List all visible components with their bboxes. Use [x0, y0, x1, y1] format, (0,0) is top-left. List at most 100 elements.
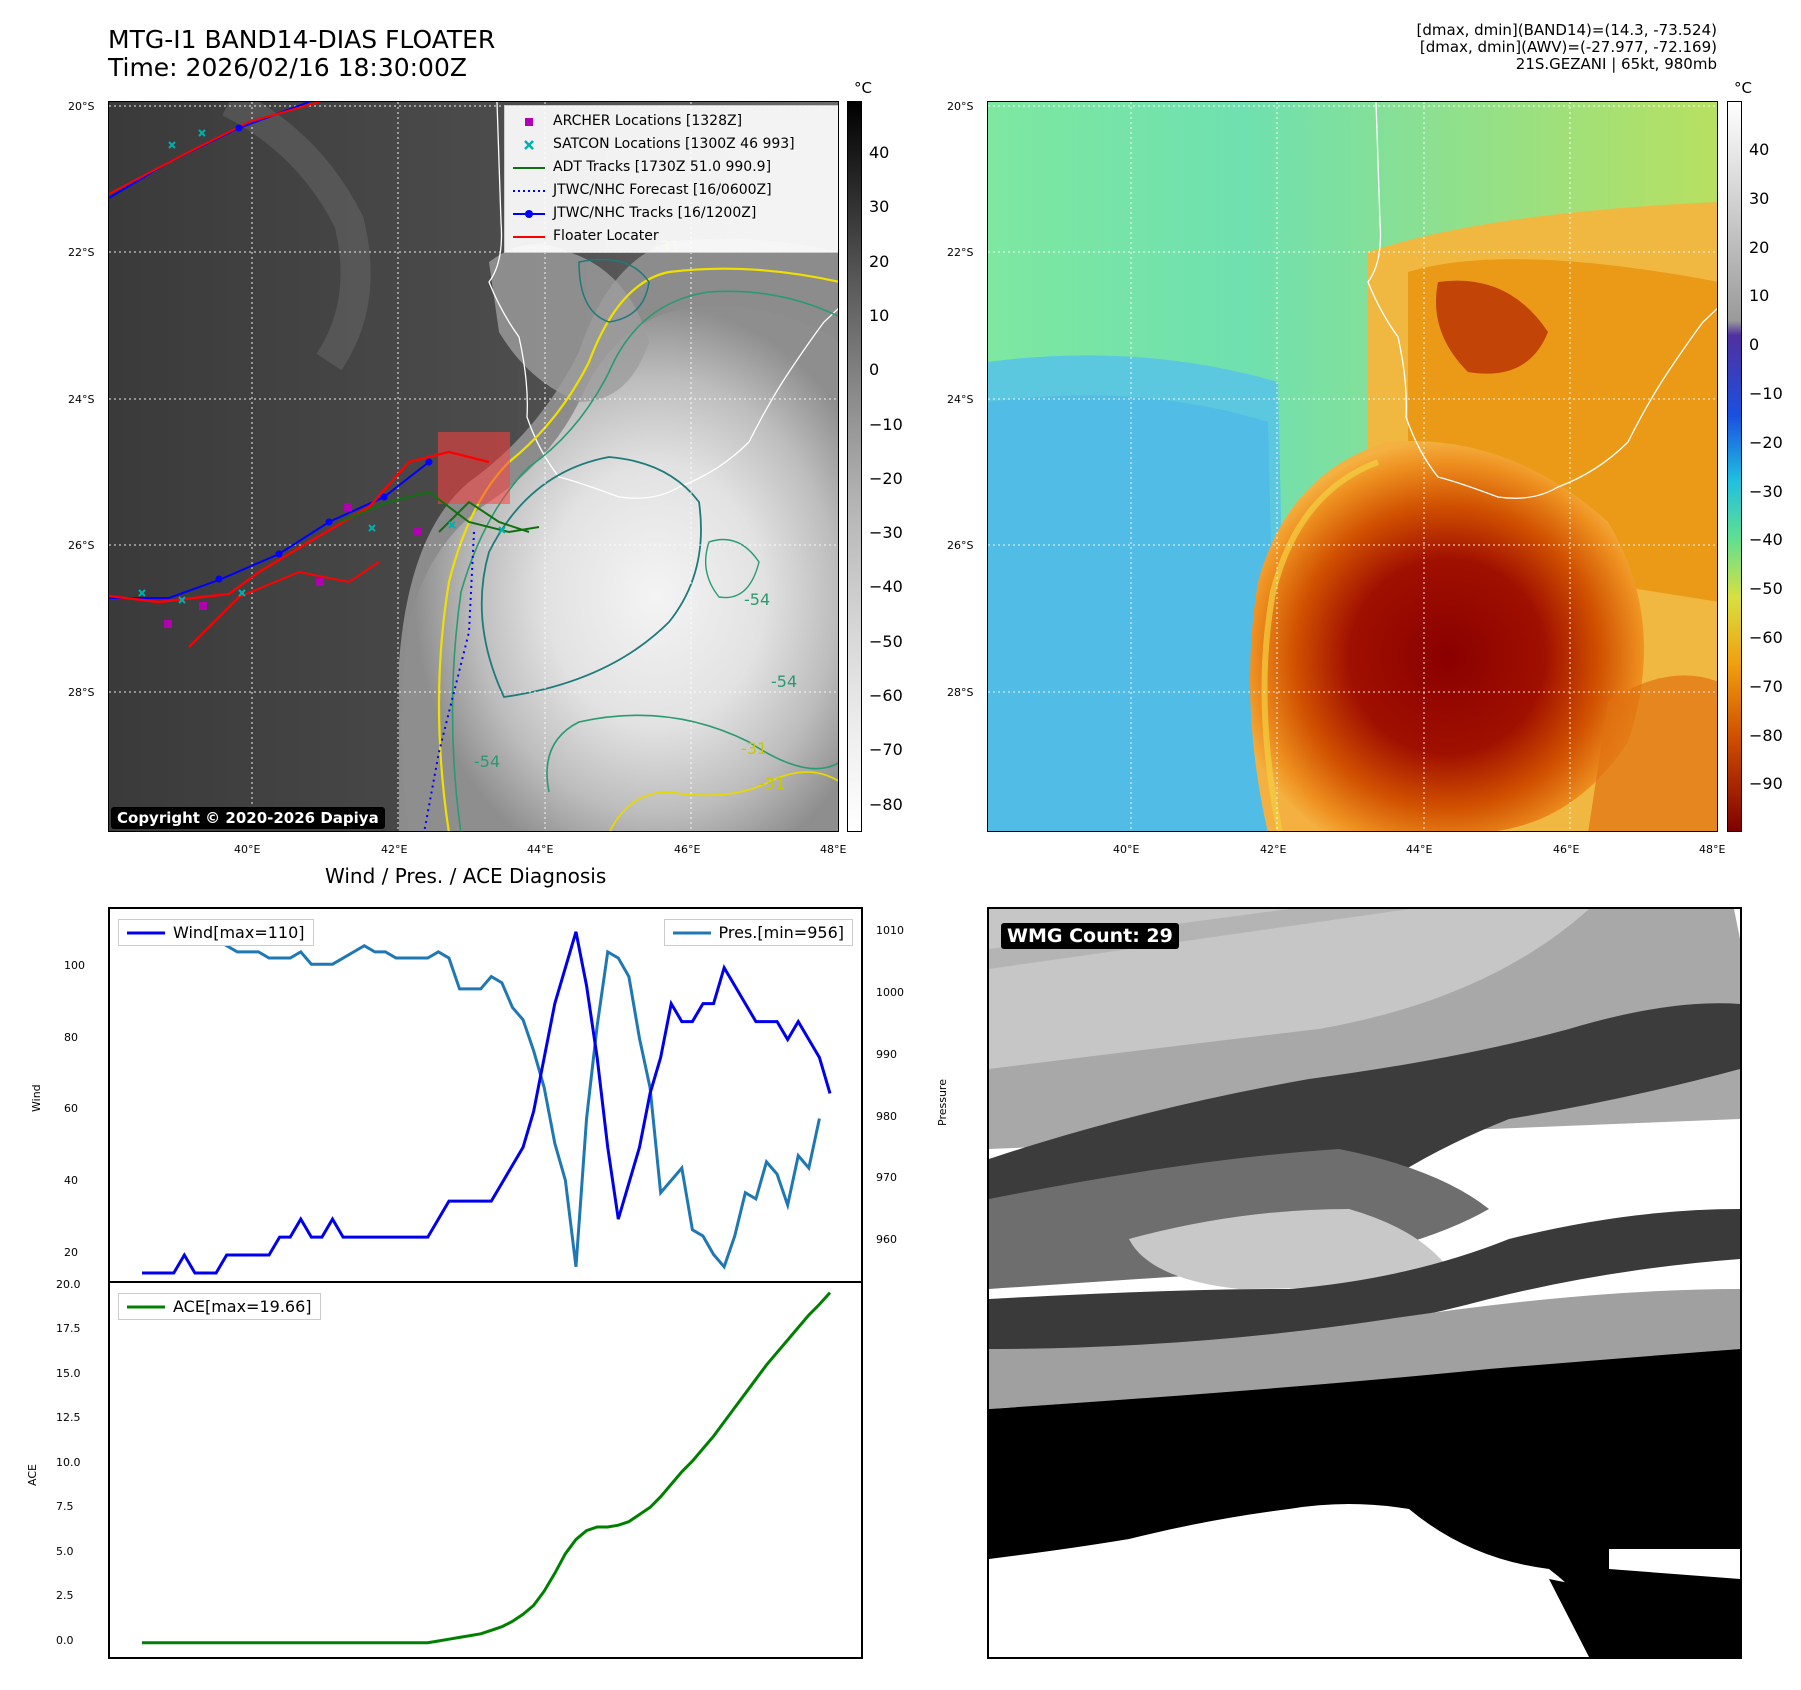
- wind-pressure-panel: Wind[max=110] Pres.[min=956]: [108, 907, 863, 1283]
- lat-label: 24°S: [68, 393, 95, 406]
- ir-map-panel: -31 -54 -54 -31 -54 -31 ARCHER Locations…: [108, 101, 839, 832]
- contour-label: -31: [741, 739, 768, 758]
- cbar-tick-label: −80: [869, 794, 903, 814]
- cbar-tick-label: −70: [869, 740, 903, 760]
- lat-label: 20°S: [947, 100, 974, 113]
- ace-tick-label: 7.5: [56, 1500, 74, 1514]
- cbar-tick-label: 10: [1749, 286, 1770, 306]
- cbar-tick-label: −30: [1749, 481, 1783, 501]
- ace-tick-label: 15.0: [56, 1366, 81, 1380]
- lat-label: 26°S: [947, 539, 974, 552]
- cbar-tick-label: −60: [869, 686, 903, 705]
- legend-item-forecast: JTWC/NHC Forecast [16/0600Z]: [513, 182, 772, 198]
- pressure-tick-label: 990: [876, 1047, 897, 1061]
- stats-block: [dmax, dmin](BAND14)=(14.3, -73.524) [dm…: [1417, 22, 1717, 73]
- lon-label: 42°E: [381, 843, 408, 856]
- cbar-tick-label: −10: [869, 414, 903, 434]
- cbar-tick-label: −80: [1749, 725, 1783, 745]
- legend-item-archer: ARCHER Locations [1328Z]: [513, 110, 833, 133]
- cbar-tick-label: −20: [869, 468, 903, 488]
- cbar-tick-label: 30: [1749, 188, 1770, 208]
- legend-item-floater: Floater Locater: [513, 228, 659, 244]
- legend-item-jtwc: JTWC/NHC Tracks [16/1200Z]: [513, 202, 833, 225]
- cbar-tick-label: −20: [1749, 432, 1783, 452]
- cbar-tick-label: −30: [869, 523, 903, 543]
- pressure-legend: Pres.[min=956]: [663, 919, 853, 946]
- title-product: MTG-I1 BAND14-DIAS FLOATER: [108, 25, 496, 54]
- awv-colorbar: [1727, 101, 1742, 832]
- cbar-tick-label: −50: [1749, 579, 1783, 599]
- cbar-tick-label: −50: [869, 631, 903, 651]
- lon-label: 46°E: [1553, 843, 1580, 856]
- pressure-tick-label: 980: [876, 1109, 897, 1123]
- lat-label: 22°S: [947, 246, 974, 259]
- ace-tick-label: 12.5: [56, 1411, 81, 1425]
- pressure-tick-label: 1000: [876, 986, 904, 1000]
- ace-panel: ACE[max=19.66]: [108, 1281, 863, 1659]
- ace-tick-label: 5.0: [56, 1544, 74, 1558]
- wind-tick-label: 40: [64, 1174, 78, 1188]
- ace-plot: [142, 1291, 832, 1645]
- wmg-panel: WMG Count: 29: [987, 907, 1742, 1659]
- ir-colorbar: [847, 101, 862, 832]
- contour-label: -54: [474, 752, 501, 771]
- lat-label: 28°S: [947, 686, 974, 699]
- cbar-tick-label: 40: [1749, 140, 1770, 159]
- wmg-image: [989, 909, 1740, 1657]
- pressure-axis-label: Pressure: [936, 1079, 949, 1126]
- cbar-tick-label: 10: [869, 305, 890, 325]
- wind-series-line: [142, 931, 832, 1275]
- cbar-tick-label: −70: [1749, 676, 1783, 696]
- ace-series-line: [142, 1291, 832, 1645]
- lon-label: 40°E: [1113, 843, 1140, 856]
- lat-label: 28°S: [68, 686, 95, 699]
- lat-label: 22°S: [68, 246, 95, 259]
- cbar-tick-label: −10: [1749, 384, 1783, 403]
- ace-tick-label: 17.5: [56, 1322, 81, 1336]
- stats-awv: [dmax, dmin](AWV)=(-27.977, -72.169): [1419, 38, 1717, 56]
- lon-label: 40°E: [234, 843, 261, 856]
- ace-axis-label: ACE: [26, 1464, 39, 1486]
- map-legend: ARCHER Locations [1328Z] SATCON Location…: [504, 105, 838, 253]
- cbar-tick-label: 20: [869, 251, 890, 271]
- lon-label: 48°E: [820, 843, 847, 856]
- ace-tick-label: 0.0: [56, 1633, 74, 1647]
- lon-label: 44°E: [1406, 843, 1433, 856]
- ace-legend: ACE[max=19.66]: [118, 1293, 321, 1320]
- cbar-unit-left: °C: [854, 79, 872, 97]
- contour-label: -54: [744, 590, 771, 609]
- cbar-tick-label: −60: [1749, 628, 1783, 647]
- lon-label: 46°E: [674, 843, 701, 856]
- pressure-tick-label: 960: [876, 1233, 897, 1247]
- diag-title: Wind / Pres. / ACE Diagnosis: [325, 864, 607, 888]
- wind-tick-label: 80: [64, 1030, 78, 1044]
- stats-band14: [dmax, dmin](BAND14)=(14.3, -73.524): [1416, 21, 1717, 39]
- pressure-series-line: [142, 931, 821, 1270]
- ace-tick-label: 10.0: [56, 1455, 81, 1469]
- cbar-tick-label: 30: [869, 197, 890, 217]
- storm-info: 21S.GEZANI | 65kt, 980mb: [1515, 55, 1717, 73]
- contour-label: -31: [759, 774, 786, 793]
- lon-label: 44°E: [527, 843, 554, 856]
- pressure-tick-label: 1010: [876, 924, 904, 938]
- cbar-tick-label: 20: [1749, 237, 1770, 257]
- cbar-tick-label: −40: [869, 577, 903, 597]
- awv-map-panel: [987, 101, 1718, 832]
- cbar-unit-right: °C: [1734, 79, 1752, 97]
- ace-tick-label: 20.0: [56, 1277, 81, 1291]
- wind-axis-label: Wind: [30, 1084, 43, 1112]
- lat-label: 20°S: [68, 100, 95, 113]
- ace-tick-label: 2.5: [56, 1589, 74, 1603]
- cbar-tick-label: 0: [1749, 335, 1760, 355]
- lat-label: 26°S: [68, 539, 95, 552]
- lon-label: 48°E: [1699, 843, 1726, 856]
- lon-label: 42°E: [1260, 843, 1287, 856]
- wmg-count-badge: WMG Count: 29: [1001, 923, 1179, 949]
- wind-tick-label: 60: [64, 1102, 78, 1116]
- cbar-tick-label: −40: [1749, 530, 1783, 550]
- wind-legend: Wind[max=110]: [118, 919, 314, 946]
- wind-pressure-plot: [142, 931, 832, 1275]
- awv-map-image: [988, 102, 1717, 831]
- wind-tick-label: 20: [64, 1246, 78, 1260]
- legend-item-satcon: SATCON Locations [1300Z 46 993]: [513, 133, 833, 156]
